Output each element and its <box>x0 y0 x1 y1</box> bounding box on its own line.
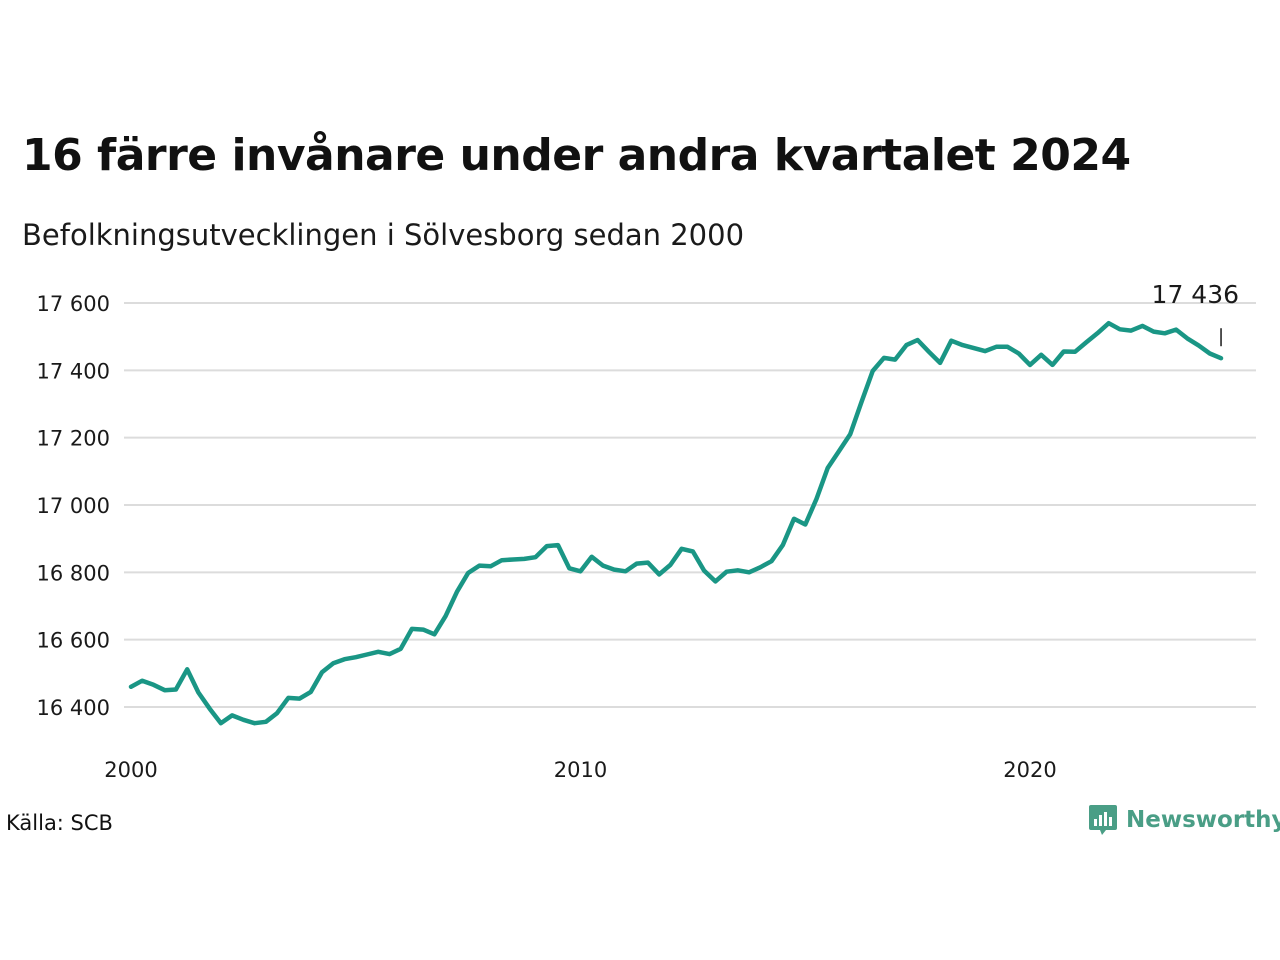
x-tick-label: 2000 <box>104 758 157 782</box>
y-tick-label: 16 400 <box>37 696 110 720</box>
grid-lines <box>124 302 1256 708</box>
x-axis: 2000 2010 2020 <box>104 758 1056 782</box>
brand-logo: Newsworthy <box>1088 803 1280 837</box>
y-tick-label: 17 600 <box>37 292 110 316</box>
y-tick-label: 17 200 <box>37 427 110 451</box>
y-tick-label: 17 000 <box>37 494 110 518</box>
chart-subtitle: Befolkningsutvecklingen i Sölvesborg sed… <box>22 218 745 252</box>
y-tick-label: 16 600 <box>37 629 110 653</box>
source-note: Källa: SCB <box>6 811 113 835</box>
brand-name: Newsworthy <box>1126 807 1280 833</box>
x-tick-label: 2010 <box>554 758 607 782</box>
y-axis: 16 400 16 600 16 800 17 000 17 200 17 400 17 6… <box>37 292 110 720</box>
y-tick-label: 17 400 <box>37 359 110 383</box>
x-tick-label: 2020 <box>1003 758 1056 782</box>
y-tick-label: 16 800 <box>37 561 110 585</box>
population-series-line <box>128 320 1224 726</box>
chart-title: 16 färre invånare under andra kvartalet … <box>22 130 1131 181</box>
end-value-label: 17 436 <box>1152 280 1239 309</box>
newsworthy-logo-icon <box>1089 805 1117 835</box>
